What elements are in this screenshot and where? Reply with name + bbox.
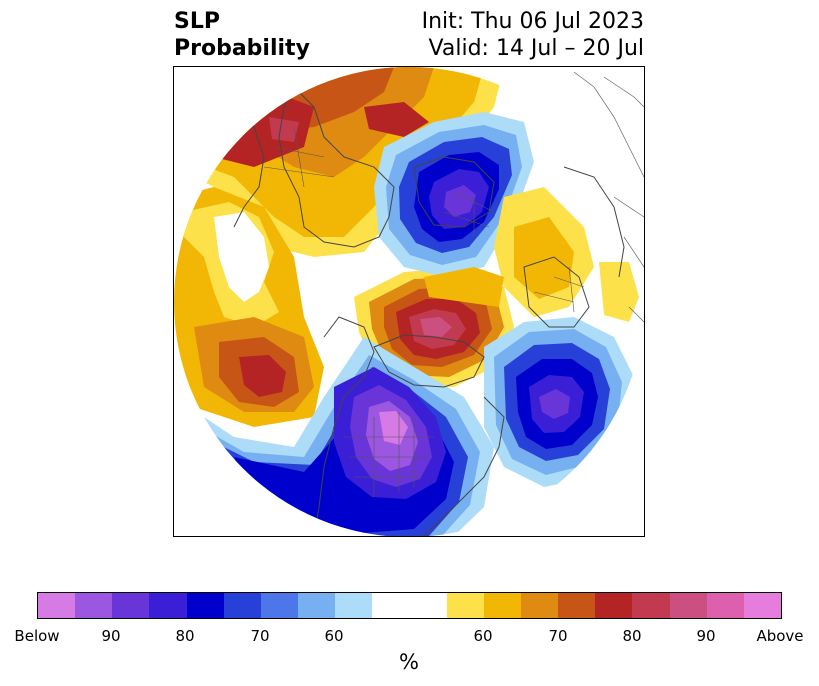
- title-variable: SLP: [174, 9, 220, 34]
- colorbar-segment: [595, 593, 633, 618]
- colorbar-segment: [706, 593, 744, 618]
- colorbar-unit: %: [399, 650, 419, 674]
- colorbar-segment: [446, 593, 484, 618]
- map-frame: [173, 66, 645, 537]
- map-disc: [174, 67, 644, 536]
- colorbar-tick-label: 70: [250, 627, 270, 645]
- colorbar-tick-label: 90: [696, 627, 716, 645]
- init-date: Init: Thu 06 Jul 2023: [421, 9, 644, 34]
- title-right: Init: Thu 06 Jul 2023 Valid: 14 Jul – 20…: [422, 8, 644, 62]
- colorbar-tick-label: 60: [324, 627, 344, 645]
- colorbar-tick-label: 80: [622, 627, 642, 645]
- colorbar-tick-label: 60: [473, 627, 493, 645]
- colorbar-segment: [223, 593, 261, 618]
- probability-map: [174, 67, 644, 536]
- colorbar-segment: [669, 593, 707, 618]
- borders: [263, 126, 585, 497]
- colorbar-segment: [186, 593, 224, 618]
- colorbar-segment: [75, 593, 113, 618]
- title-left: SLP Probability: [174, 8, 310, 62]
- colorbar-segment: [483, 593, 522, 618]
- colorbar-segment: [743, 593, 782, 618]
- positive-region-pacific: [174, 187, 324, 427]
- colorbar-segment: [521, 593, 559, 618]
- colorbar-segment: [38, 593, 76, 618]
- colorbar-segment: [149, 593, 187, 618]
- colorbar-segment: [632, 593, 670, 618]
- title-product: Probability: [174, 36, 310, 61]
- negative-region-atlantic-east: [484, 317, 634, 487]
- colorbar-tick-label: 70: [548, 627, 568, 645]
- colorbar-tick-label: Below: [14, 627, 60, 645]
- colorbar-tick-label: Above: [756, 627, 804, 645]
- colorbar-segment: [558, 593, 596, 618]
- valid-range: Valid: 14 Jul – 20 Jul: [428, 36, 644, 61]
- colorbar-segment: [335, 593, 373, 618]
- colorbar-segment: [260, 593, 299, 618]
- negative-region-arctic: [374, 112, 534, 277]
- colorbar-segment: [372, 593, 447, 618]
- colorbar-segment: [298, 593, 336, 618]
- outer-coast: [573, 71, 644, 323]
- colorbar-tick-label: 90: [101, 627, 121, 645]
- colorbar-segment: [112, 593, 150, 618]
- colorbar: [37, 592, 782, 619]
- colorbar-tick-label: 80: [175, 627, 195, 645]
